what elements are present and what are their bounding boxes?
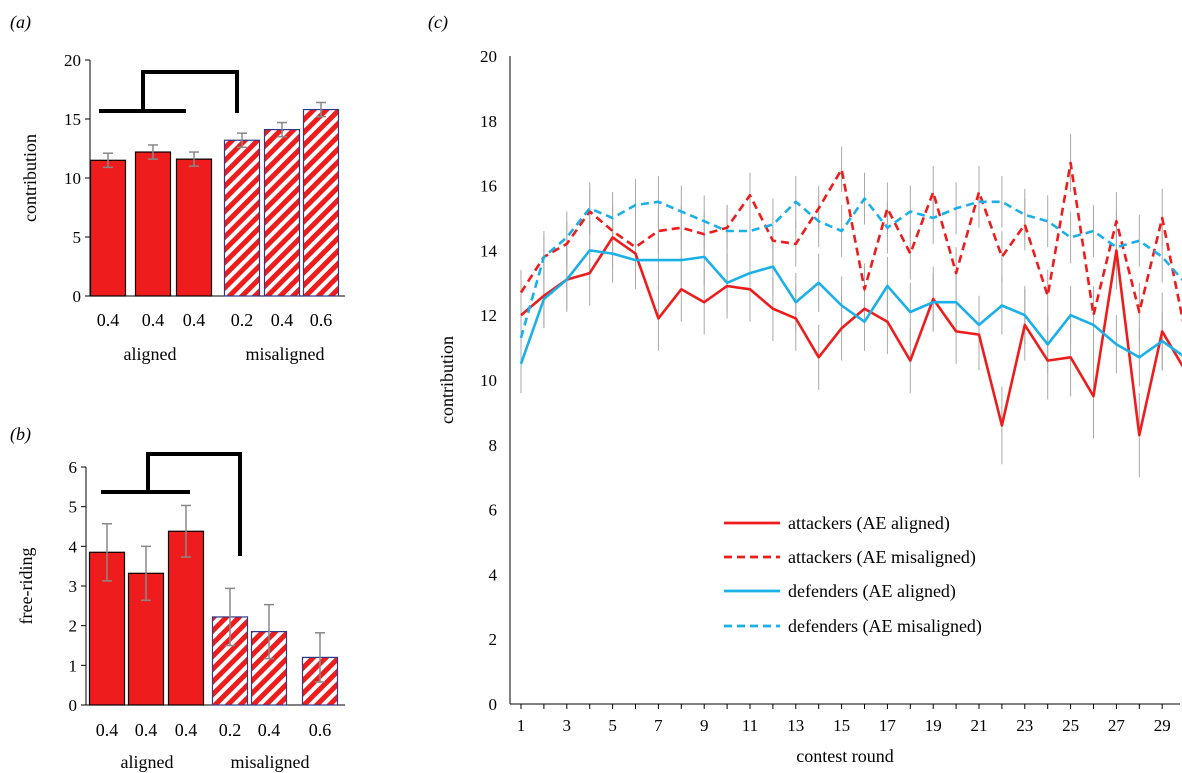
panel-a-y-axis: 0 5 10 15 20 (64, 51, 345, 306)
panel-c-label: (c) (428, 12, 448, 33)
c-y-tick-label: 8 (489, 436, 498, 455)
a-category-label: 0.2 (231, 310, 254, 330)
panel-c-x-axis: 1 3 5 7 9 11 13 15 17 19 21 23 25 27 29 (510, 703, 1180, 735)
b-category-label: 0.2 (219, 720, 242, 740)
b-y-tick-label: 5 (69, 498, 78, 517)
panel-a-label: (a) (10, 12, 31, 33)
a-y-tick-label: 15 (64, 110, 81, 129)
c-x-tick-label: 5 (608, 716, 617, 735)
c-x-tick-label: 25 (1062, 716, 1079, 735)
c-y-tick-label: 16 (480, 177, 497, 196)
panel-c-legend: attackers (AE aligned) attackers (AE misa… (724, 513, 982, 637)
a-category-label: 0.4 (183, 310, 206, 330)
c-y-tick-label: 0 (489, 695, 498, 714)
panel-b-category-labels: 0.4 0.4 0.4 0.2 0.4 0.6 (96, 720, 332, 740)
a-bar (302, 108, 340, 297)
c-x-tick-label: 23 (1016, 716, 1033, 735)
c-y-tick-label: 14 (480, 241, 498, 260)
c-x-tick-label: 19 (925, 716, 942, 735)
c-x-tick-label: 11 (742, 716, 758, 735)
a-y-tick-label: 5 (73, 228, 82, 247)
panel-a-group-label-aligned: aligned (124, 344, 177, 364)
c-legend-label: defenders (AE aligned) (788, 581, 956, 602)
b-bar (167, 530, 205, 706)
a-bar (89, 159, 127, 297)
c-series-line (519, 197, 1182, 339)
b-y-tick-label: 4 (69, 537, 78, 556)
panel-b-comparison-bracket (101, 452, 242, 556)
a-y-tick-label: 10 (64, 169, 81, 188)
c-x-tick-label: 29 (1154, 716, 1171, 735)
c-x-tick-label: 21 (971, 716, 988, 735)
a-category-label: 0.4 (142, 310, 165, 330)
c-y-tick-label: 20 (480, 47, 497, 66)
c-series-line (519, 249, 1182, 365)
panel-b-bars (88, 504, 339, 706)
c-x-tick-label: 13 (787, 716, 804, 735)
panel-c-y-axis: 0 2 4 6 8 10 12 14 16 18 20 (480, 47, 511, 714)
panel-c-error-bars (520, 133, 1163, 478)
c-y-tick-label: 4 (489, 565, 498, 584)
b-y-tick-label: 6 (69, 458, 78, 477)
panel-b-group-label-misaligned: misaligned (231, 752, 310, 772)
c-y-tick-label: 6 (489, 501, 498, 520)
c-x-tick-label: 17 (879, 716, 897, 735)
b-category-label: 0.4 (258, 720, 281, 740)
c-series-line (519, 161, 1182, 323)
panel-a-bars (89, 101, 340, 297)
b-y-tick-label: 3 (69, 577, 78, 596)
c-x-tick-label: 1 (517, 716, 526, 735)
b-category-label: 0.6 (309, 720, 332, 740)
c-y-tick-label: 2 (489, 630, 498, 649)
panel-a-contribution-bar-chart: (a) 0 5 10 15 20 0.4 0.4 0.4 0.2 0.4 0.6 contribu… (10, 12, 345, 364)
b-y-tick-label: 0 (69, 696, 78, 715)
c-series-line (520, 236, 1182, 437)
c-x-tick-label: 15 (833, 716, 850, 735)
c-y-tick-label: 10 (480, 371, 497, 390)
c-x-tick-label: 3 (563, 716, 572, 735)
panel-a-y-axis-label: contribution (20, 134, 40, 222)
c-legend-label: attackers (AE misaligned) (788, 547, 976, 568)
c-y-tick-label: 12 (480, 306, 497, 325)
a-bar (175, 158, 213, 297)
panel-b-label: (b) (10, 424, 31, 445)
panel-c-y-axis-label: contribution (437, 336, 457, 424)
c-x-tick-label: 7 (654, 716, 663, 735)
a-bracket-link (141, 70, 239, 113)
c-x-tick-label: 9 (700, 716, 709, 735)
b-category-label: 0.4 (175, 720, 198, 740)
b-y-tick-label: 1 (69, 656, 78, 675)
a-bar (263, 129, 301, 297)
a-y-tick-label: 0 (73, 287, 82, 306)
a-y-tick-label: 20 (64, 51, 81, 70)
c-x-tick-label: 27 (1108, 716, 1126, 735)
a-category-label: 0.6 (310, 310, 333, 330)
b-category-label: 0.4 (135, 720, 158, 740)
b-y-tick-label: 2 (69, 617, 78, 636)
c-legend-label: attackers (AE aligned) (788, 513, 950, 534)
a-bar (223, 139, 261, 297)
panel-a-group-label-misaligned: misaligned (246, 344, 325, 364)
panel-b-group-label-aligned: aligned (121, 752, 174, 772)
panel-b-free-riding-bar-chart: (b) 0 1 2 3 4 5 6 0.4 0.4 0.4 0.2 0.4 0.6 free-ridi… (10, 424, 345, 772)
b-bracket-link (146, 452, 242, 556)
panel-c-series-lines (519, 161, 1182, 437)
a-bar (134, 151, 172, 297)
a-category-label: 0.4 (97, 310, 120, 330)
panel-a-category-labels: 0.4 0.4 0.4 0.2 0.4 0.6 (97, 310, 333, 330)
panel-a-comparison-bracket (99, 70, 239, 113)
b-category-label: 0.4 (96, 720, 119, 740)
a-category-label: 0.4 (271, 310, 294, 330)
panel-b-y-axis-label: free-riding (16, 548, 36, 625)
c-legend-label: defenders (AE misaligned) (788, 616, 982, 637)
c-y-tick-label: 18 (480, 112, 497, 131)
panel-c-x-axis-label: contest round (796, 746, 893, 766)
